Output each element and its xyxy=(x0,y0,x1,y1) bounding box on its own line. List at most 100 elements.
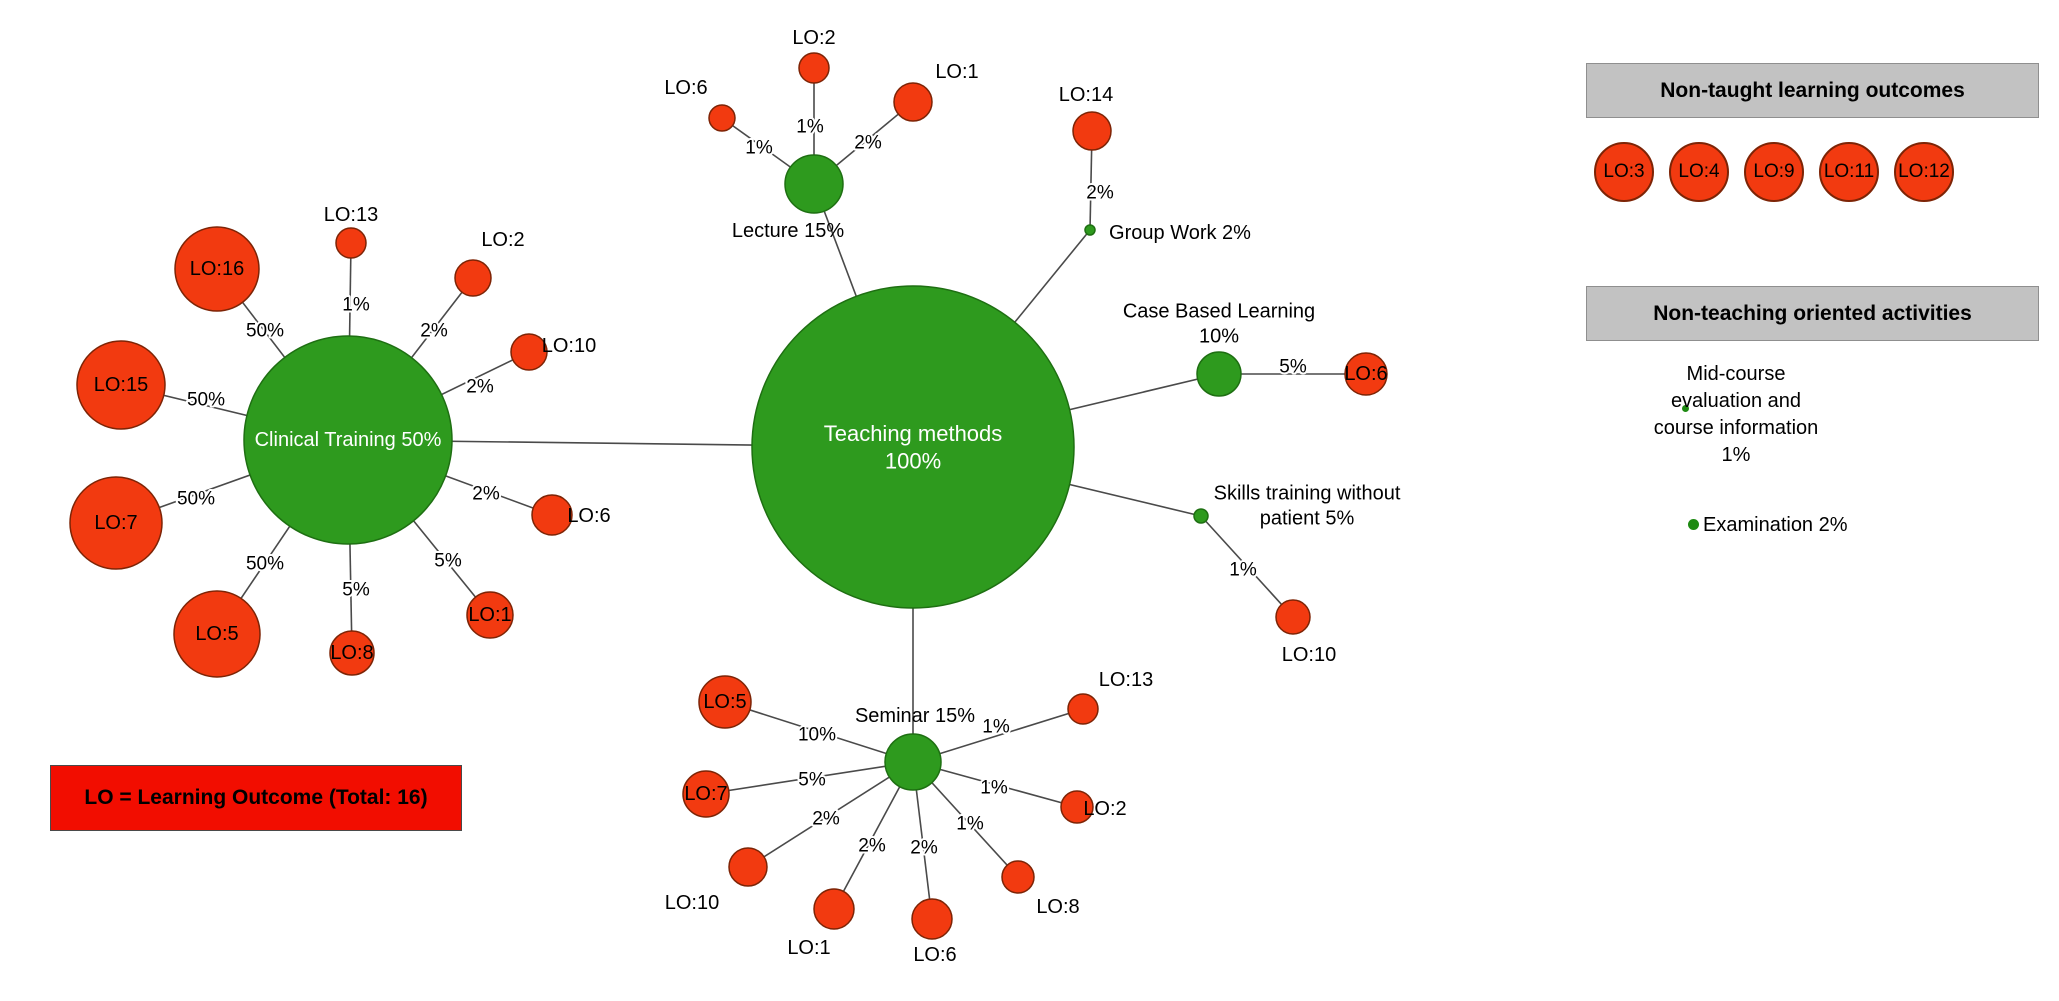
node-c7[interactable] xyxy=(69,476,163,570)
node-label-g14: LO:14 xyxy=(1059,84,1113,106)
node-se1[interactable] xyxy=(813,888,855,930)
node-cbl[interactable] xyxy=(1196,351,1242,397)
node-se6[interactable] xyxy=(911,898,953,940)
edge-label-ct-c16: 50% xyxy=(246,321,284,342)
node-label-cbl: 10% xyxy=(1199,326,1239,348)
edge-label-ct-c10: 2% xyxy=(466,377,494,398)
node-label-se6: LO:6 xyxy=(913,944,956,966)
node-gw[interactable] xyxy=(1084,224,1096,236)
node-se2[interactable] xyxy=(1060,790,1094,824)
mid-course-activity-label: Mid-course evaluation and course informa… xyxy=(1653,363,1819,466)
mid-course-bullet-icon xyxy=(1682,405,1689,412)
edge-sem-se7 xyxy=(705,761,914,795)
edge-sem-se10 xyxy=(747,761,914,868)
node-label-s10: LO:10 xyxy=(1282,644,1336,666)
edge-label-ct-c15: 50% xyxy=(187,390,225,411)
node-lec[interactable] xyxy=(784,154,844,214)
node-label-se5: LO:5 xyxy=(703,691,746,713)
edge-label-sem-se1: 2% xyxy=(858,836,886,857)
edge-label-sem-se5: 10% xyxy=(798,725,836,746)
node-label-se13: LO:13 xyxy=(1099,669,1153,691)
node-s10[interactable] xyxy=(1275,599,1311,635)
node-label-sem: Seminar 15% xyxy=(855,705,975,727)
node-ct[interactable] xyxy=(243,335,453,545)
edge-label-ct-c2: 2% xyxy=(420,321,448,342)
node-c13[interactable] xyxy=(335,227,367,259)
examination-activity-label: Examination 2% xyxy=(1703,514,1848,536)
node-l1[interactable] xyxy=(893,82,933,122)
node-se10[interactable] xyxy=(728,847,768,887)
edge-label-st-s10: 1% xyxy=(1229,560,1257,581)
edge-label-ct-c5: 50% xyxy=(246,554,284,575)
node-se7[interactable] xyxy=(682,770,730,818)
node-label-cb6: LO:6 xyxy=(1344,363,1387,385)
node-st[interactable] xyxy=(1193,508,1209,524)
non-taught-header: Non-taught learning outcomes xyxy=(1586,63,2039,118)
node-c2[interactable] xyxy=(454,259,492,297)
node-label-gw: Group Work 2% xyxy=(1109,222,1251,244)
edge-label-sem-se13: 1% xyxy=(982,717,1010,738)
node-se8[interactable] xyxy=(1001,860,1035,894)
node-se13[interactable] xyxy=(1067,693,1099,725)
edge-label-ct-c7: 50% xyxy=(177,489,215,510)
non-taught-circle-lo11[interactable]: LO:11 xyxy=(1819,142,1879,202)
node-label-c6: LO:6 xyxy=(567,505,610,527)
node-label-c16: LO:16 xyxy=(190,258,244,280)
node-label-c10: LO:10 xyxy=(542,335,596,357)
non-teaching-header: Non-teaching oriented activities xyxy=(1586,286,2039,341)
node-label-se1: LO:1 xyxy=(787,937,830,959)
node-label-c5: LO:5 xyxy=(195,623,238,645)
edge-label-sem-se8: 1% xyxy=(956,814,984,835)
node-label-c7: LO:7 xyxy=(94,512,137,534)
node-label-tm: 100% xyxy=(885,448,941,473)
node-c5[interactable] xyxy=(173,590,261,678)
non-taught-circle-lo12[interactable]: LO:12 xyxy=(1894,142,1954,202)
node-label-ct: Clinical Training 50% xyxy=(255,429,442,451)
edge-label-ct-c1: 5% xyxy=(434,551,462,572)
node-c1[interactable] xyxy=(466,591,514,639)
node-label-tm: Teaching methods xyxy=(824,421,1003,446)
node-label-st: patient 5% xyxy=(1260,508,1355,530)
edge-label-cbl-cb6: 5% xyxy=(1279,357,1307,378)
node-se5[interactable] xyxy=(698,675,752,729)
node-tm[interactable] xyxy=(751,285,1075,609)
edge-label-lec-l1: 2% xyxy=(854,133,882,154)
node-sem[interactable] xyxy=(884,733,942,791)
edge-st-s10 xyxy=(1200,515,1294,618)
node-label-se10: LO:10 xyxy=(665,892,719,914)
node-label-st: Skills training without xyxy=(1214,483,1401,505)
node-l6[interactable] xyxy=(708,104,736,132)
node-label-l2: LO:2 xyxy=(792,27,835,49)
node-g14[interactable] xyxy=(1072,111,1112,151)
node-label-se7: LO:7 xyxy=(684,783,727,805)
node-c6[interactable] xyxy=(531,494,573,536)
edge-label-ct-c6: 2% xyxy=(472,484,500,505)
node-label-c2: LO:2 xyxy=(481,229,524,251)
edge-label-ct-c8: 5% xyxy=(342,580,370,601)
node-l2[interactable] xyxy=(798,52,830,84)
node-c10[interactable] xyxy=(510,333,548,371)
node-label-se8: LO:8 xyxy=(1036,896,1079,918)
examination-bullet-icon xyxy=(1688,519,1699,530)
edge-label-sem-se6: 2% xyxy=(910,838,938,859)
edge-label-lec-l6: 1% xyxy=(745,138,773,159)
edge-label-lec-l2: 1% xyxy=(796,117,824,138)
edge-label-sem-se10: 2% xyxy=(812,809,840,830)
node-label-lec: Lecture 15% xyxy=(732,220,845,242)
node-c8[interactable] xyxy=(329,630,375,676)
node-c16[interactable] xyxy=(174,226,260,312)
non-taught-circle-lo4[interactable]: LO:4 xyxy=(1669,142,1729,202)
edge-label-ct-c13: 1% xyxy=(342,295,370,316)
edge-label-gw-g14: 2% xyxy=(1086,183,1114,204)
node-label-se2: LO:2 xyxy=(1083,798,1126,820)
edge-sem-se13 xyxy=(912,708,1084,763)
node-label-l6: LO:6 xyxy=(664,77,707,99)
non-taught-circle-lo3[interactable]: LO:3 xyxy=(1594,142,1654,202)
node-label-c1: LO:1 xyxy=(468,604,511,626)
edge-sem-se5 xyxy=(724,701,914,763)
node-c15[interactable] xyxy=(76,340,166,430)
node-cb6[interactable] xyxy=(1344,352,1388,396)
non-taught-circle-lo9[interactable]: LO:9 xyxy=(1744,142,1804,202)
